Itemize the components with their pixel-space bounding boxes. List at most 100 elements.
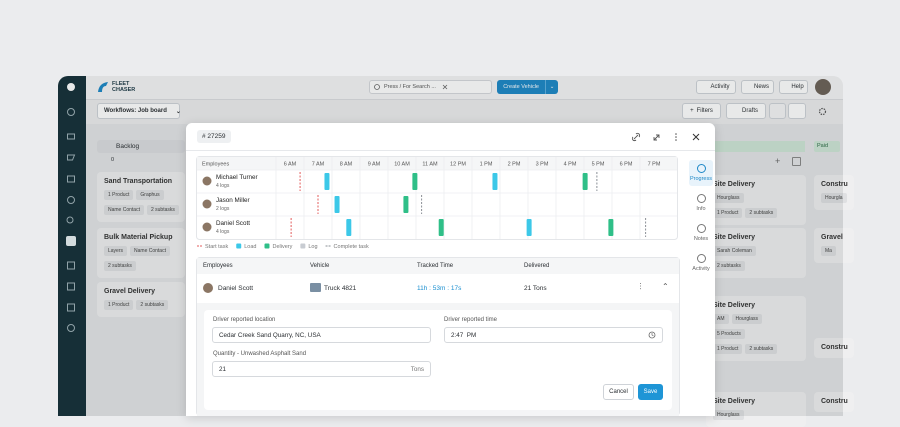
card[interactable]: Constru	[814, 338, 854, 358]
tab-icon[interactable]	[697, 164, 706, 173]
event-bar	[608, 219, 614, 236]
card[interactable]: Sand Transportation 1 Product Graphus Name …	[97, 172, 185, 222]
time-input[interactable]: 2:47 PM	[444, 327, 663, 343]
legend-label: Load	[244, 244, 256, 250]
card-title: Sand Transportation	[104, 178, 173, 185]
news-button[interactable]: News	[741, 80, 774, 94]
create-vehicle-button[interactable]: Create Vehicle ⌄	[497, 80, 558, 94]
truck-icon	[310, 283, 321, 292]
card[interactable]: Constru Hourgla	[814, 175, 854, 210]
help-button[interactable]: Help	[779, 80, 808, 94]
avatar	[202, 199, 212, 209]
card[interactable]: Gravel Ma	[814, 228, 854, 263]
checkbox[interactable]	[792, 157, 801, 166]
page: FLEET CHASER Press / For Search ... Creat…	[58, 76, 854, 420]
input-value: 21	[219, 365, 227, 373]
employee-name: Michael Turner	[216, 174, 258, 181]
card[interactable]: Site Delivery Hourglass 1 Product 2 subtask…	[706, 175, 806, 225]
card[interactable]: Site Delivery Sarah Coleman 2 subtasks	[706, 228, 806, 278]
log-count: 4 logs	[216, 229, 230, 235]
x-tick-label: 5 PM	[592, 162, 605, 168]
tag: 1 Product	[713, 344, 743, 354]
icon[interactable]	[67, 324, 75, 332]
tab-icon[interactable]	[697, 224, 706, 233]
icon[interactable]	[67, 133, 75, 140]
activity-button[interactable]: Activity	[696, 80, 736, 94]
button-label: Create Vehicle	[503, 84, 539, 90]
x-tick-label: 1 PM	[480, 162, 493, 168]
drafts-button[interactable]: Drafts	[726, 103, 766, 119]
gantt-header	[197, 157, 677, 170]
column-header: Tracked Time	[417, 263, 454, 269]
tab-icon[interactable]	[697, 194, 706, 203]
button-label: News	[753, 84, 769, 90]
icon-active[interactable]	[66, 236, 76, 246]
expand-icon[interactable]	[653, 134, 660, 141]
x-tick-label: 9 AM	[368, 162, 381, 168]
location-input[interactable]: Cedar Creek Sand Quarry, NC, USA	[212, 327, 431, 343]
caret: ⌄	[175, 108, 181, 115]
legend-label: Complete task	[334, 244, 369, 250]
icon[interactable]	[67, 154, 76, 161]
filters-button[interactable]: + Filters	[682, 103, 721, 119]
quantity-input[interactable]: 21 Tons	[212, 361, 431, 377]
legend-label: Delivery	[272, 244, 292, 250]
column-header: Delivered	[524, 263, 550, 269]
card[interactable]: Bulk Material Pickup Layers Name Contact 2 …	[97, 228, 185, 278]
tab-label[interactable]: Notes	[693, 236, 709, 242]
tag-row: Ma	[821, 246, 847, 256]
tag: AM	[713, 314, 729, 324]
workflow-select[interactable]: Workflows: Job board ⌄	[97, 103, 181, 119]
search-box[interactable]: Press / For Search ...	[369, 80, 492, 94]
button-label: Cancel	[609, 389, 628, 395]
card[interactable]: Gravel Delivery 1 Product 2 subtasks	[97, 282, 185, 317]
tab-label[interactable]: Activity	[692, 266, 710, 272]
card[interactable]: Site Delivery AM Hourglass 5 Products 1 Prod…	[706, 296, 806, 361]
save-button[interactable]: Save	[638, 384, 663, 400]
settings-icon[interactable]	[818, 107, 827, 116]
icon[interactable]	[67, 175, 75, 183]
card-title: Site Delivery	[713, 302, 756, 309]
employee-name: Daniel Scott	[216, 220, 250, 227]
button-label: Filters	[696, 108, 713, 114]
tag-row: 1 Product 2 subtasks	[713, 344, 799, 354]
row-menu[interactable]: ···	[636, 282, 645, 290]
icon[interactable]	[67, 282, 75, 291]
icon[interactable]	[66, 216, 74, 224]
view-toggle[interactable]	[769, 103, 786, 119]
icon[interactable]	[67, 108, 75, 116]
more-icon[interactable]	[675, 133, 677, 141]
backlog-header	[97, 140, 185, 153]
card-title: Gravel Delivery	[104, 288, 155, 295]
icon[interactable]	[67, 261, 75, 270]
close-icon[interactable]	[692, 133, 700, 141]
button-label: Drafts	[741, 108, 758, 114]
tag-row: Hourglass	[713, 410, 799, 420]
card[interactable]: Constru	[814, 392, 854, 412]
tag-row: Sarah Coleman	[713, 246, 799, 256]
cell: Truck 4821	[324, 285, 357, 292]
table-header	[197, 258, 679, 274]
log-count: 2 logs	[216, 206, 230, 212]
column-title: Backlog	[116, 143, 140, 150]
modal-actions	[632, 133, 700, 141]
user-avatar[interactable]	[815, 79, 831, 95]
tab-icon[interactable]	[697, 254, 706, 263]
tab-label[interactable]: Progress	[689, 176, 712, 182]
input-value: 2:47 PM	[451, 331, 477, 339]
tab-label[interactable]: Info	[696, 206, 706, 212]
employee-name: Jason Miller	[216, 197, 250, 204]
card-title: Constru	[821, 181, 848, 188]
add-card[interactable]: +	[775, 156, 781, 166]
tag: Name Contact	[130, 246, 170, 256]
x-tick-label: 2 PM	[508, 162, 521, 168]
view-toggle[interactable]	[788, 103, 806, 119]
icon[interactable]	[67, 196, 75, 204]
icon[interactable]	[67, 303, 75, 312]
link-icon[interactable]	[632, 133, 640, 141]
collapse-caret[interactable]: ⌃	[662, 282, 669, 291]
form-card	[204, 310, 672, 410]
caret[interactable]: ⌄	[545, 80, 558, 94]
select-label: Workflows: Job board	[104, 108, 167, 114]
cancel-button[interactable]: Cancel	[603, 384, 634, 400]
